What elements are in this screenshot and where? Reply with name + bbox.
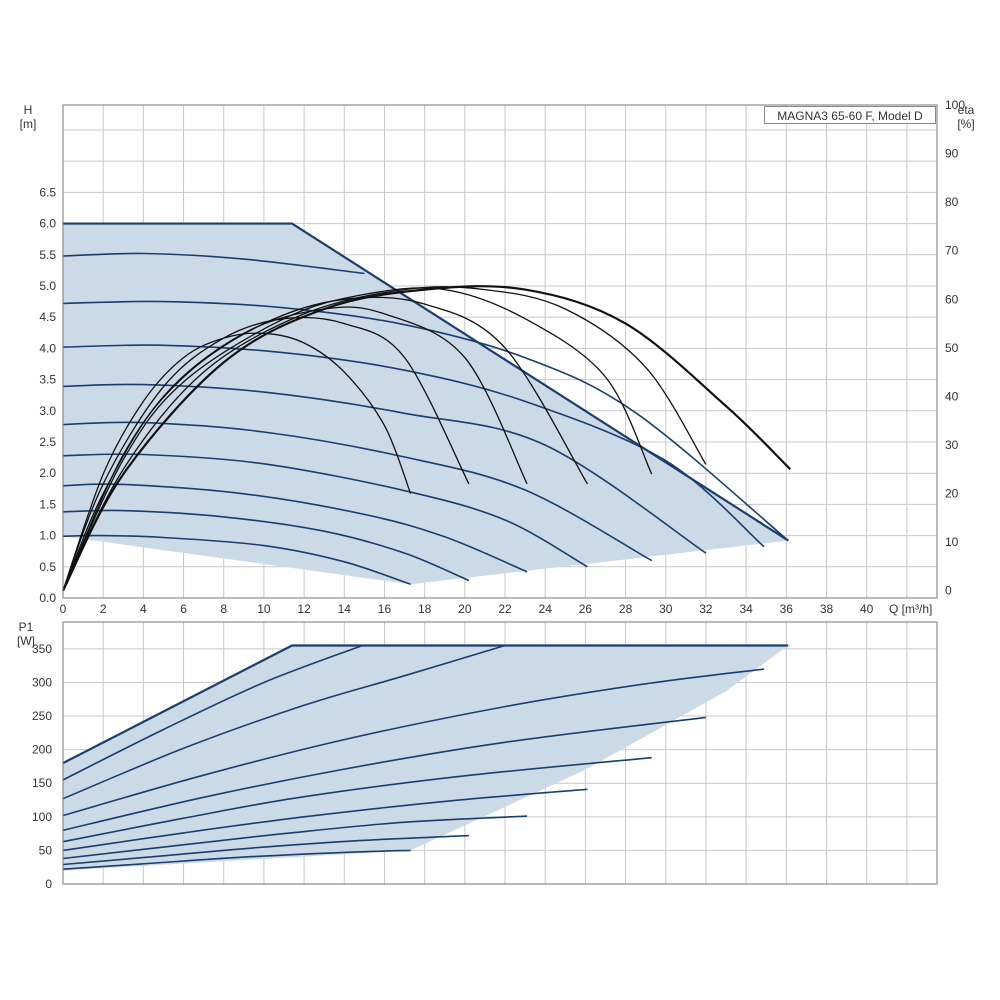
y2-tick-label: 60 [945,292,959,306]
x-tick-label: 6 [180,602,187,616]
y-tick-label: 0.0 [39,591,56,605]
y2-tick-label: 40 [945,389,959,403]
power-curve-5 [62,756,652,843]
eta-curve-2 [62,316,470,591]
y-tick-label: 2.5 [39,435,56,449]
x-tick-label: 14 [338,602,352,616]
x-tick-label: 24 [539,602,553,616]
x-tick-label: 34 [739,602,753,616]
y-axis-label-p1: P1 [W] [17,620,35,648]
eta-curve-4 [62,296,588,591]
y-tick-label: 1.5 [39,497,56,511]
power-plot-frame [62,621,938,885]
power-tick-label: 100 [32,810,52,824]
y-tick-label: 2.0 [39,466,56,480]
x-tick-label: 10 [257,602,271,616]
y-tick-label: 4.0 [39,341,56,355]
x-tick-label: 8 [220,602,227,616]
x-tick-label: 12 [297,602,311,616]
y-tick-label: 0.5 [39,560,56,574]
x-tick-label: 0 [60,602,67,616]
power-curve-9 [62,644,363,781]
head-curve-6 [62,383,707,554]
y2-tick-label: 0 [945,584,952,598]
x-tick-label: 20 [458,602,472,616]
x-tick-label: 38 [820,602,834,616]
y2-axis-label-eta: eta [%] [957,103,974,131]
y2-tick-label: 10 [945,535,959,549]
head-curve-8 [62,300,789,542]
power-tick-label: 300 [32,675,52,689]
head-curve-7 [62,344,765,548]
head-plot-frame [62,104,938,599]
y-tick-label: 1.0 [39,529,56,543]
power-envelope [62,644,789,871]
y-tick-label: 5.5 [39,248,56,262]
eta-curve-6 [62,286,707,591]
head-curve-1 [62,534,411,586]
power-tick-label: 350 [32,642,52,656]
power-envelope-area [63,645,789,871]
y2-tick-label: 30 [945,438,959,452]
power-tick-label: 0 [45,877,52,891]
tick-labels: 0 2 4 6 8 10 12 14 16 18 20 22 24 26 28 30 32 34 36 38 400.0… [32,98,965,891]
power-tick-label: 50 [39,843,53,857]
head-curve-2 [62,509,470,582]
y2-tick-label: 70 [945,244,959,258]
power-curve-4 [62,788,588,852]
y-tick-label: 6.0 [39,217,56,231]
head-curve-4 [62,453,588,568]
model-label: MAGNA3 65-60 F, Model D [764,106,936,124]
x-tick-label: 40 [860,602,874,616]
x-tick-label: 36 [780,602,794,616]
y-tick-label: 5.0 [39,279,56,293]
y2-tick-label: 80 [945,195,959,209]
head-max-curve [63,222,789,542]
power-curve-8 [62,644,506,800]
x-tick-label: 22 [498,602,512,616]
x-tick-label: 32 [699,602,713,616]
power-curve-7 [62,668,765,817]
x-tick-label: 4 [140,602,147,616]
power-curve-1 [62,849,411,870]
x-tick-label: 30 [659,602,673,616]
y-tick-label: 6.5 [39,185,56,199]
power-tick-label: 250 [32,709,52,723]
eta-curve-5 [62,287,653,591]
power-curve-6 [62,716,706,832]
power-curves [62,644,765,870]
x-tick-label: 26 [579,602,593,616]
y-tick-label: 3.0 [39,404,56,418]
y-tick-label: 3.5 [39,373,56,387]
x-tick-label: 28 [619,602,633,616]
head-curve-9 [62,252,365,275]
plot-frames [62,104,938,885]
head-curve-3 [62,483,528,573]
y-axis-label-h: H [m] [20,103,37,131]
power-max-curve [62,644,789,765]
x-tick-label: 18 [418,602,432,616]
y2-tick-label: 20 [945,487,959,501]
power-curve-2 [62,834,469,866]
power-tick-label: 200 [32,743,52,757]
eta-curves [62,285,792,592]
y-tick-label: 4.5 [39,310,56,324]
y2-tick-label: 90 [945,147,959,161]
eta-curve-1 [62,332,412,591]
eta-curve-3 [62,306,528,591]
y2-tick-label: 50 [945,341,959,355]
y2-tick-label: 100 [945,98,965,112]
x-tick-label: 2 [100,602,107,616]
power-tick-label: 150 [32,776,52,790]
x-axis-label-q: Q [m³/h] [889,602,932,616]
eta-curve-7 [62,285,792,592]
power-curve-3 [62,815,528,860]
x-tick-label: 16 [378,602,392,616]
